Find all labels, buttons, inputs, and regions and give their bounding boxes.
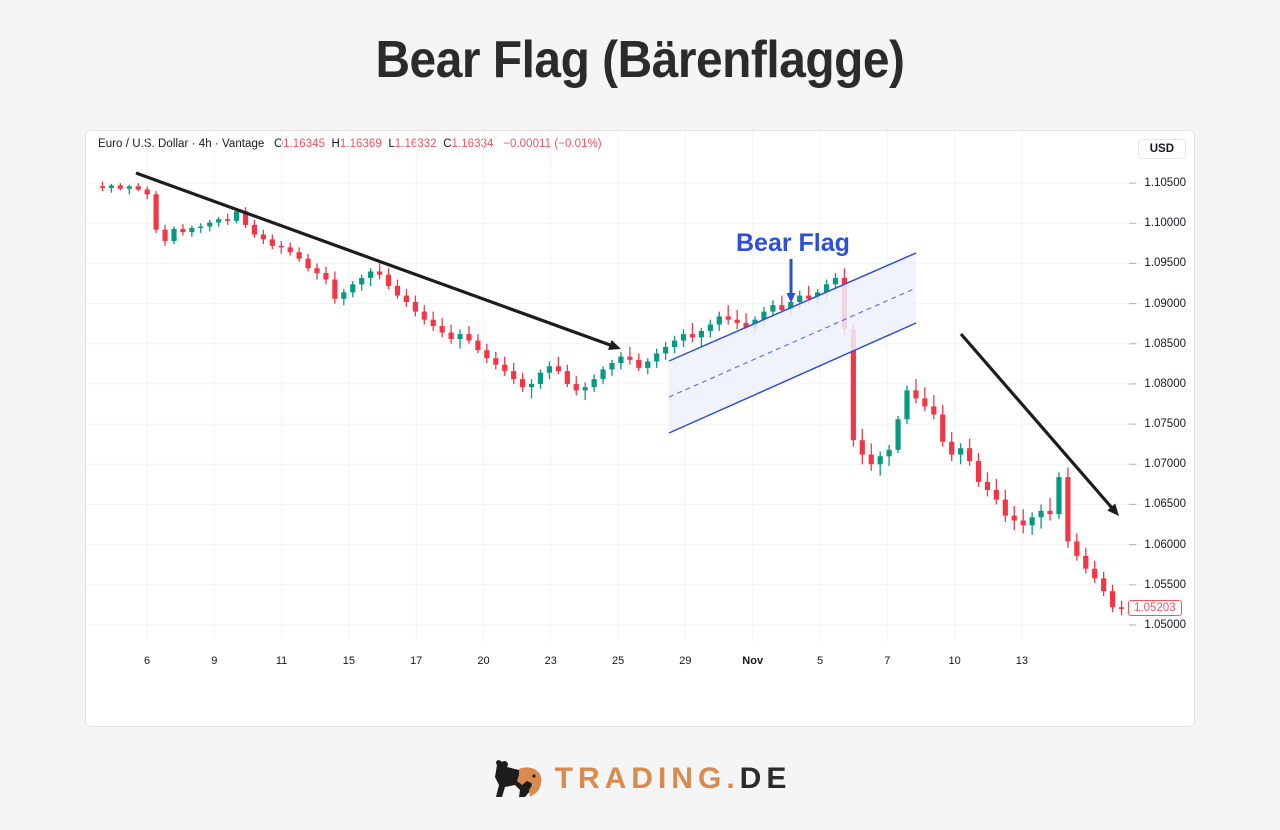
legend-close-value: 1.16334: [451, 138, 494, 150]
price-axis-tick: 1.07000: [1144, 458, 1186, 471]
time-axis-tick: 9: [211, 655, 218, 667]
page-title: Bear Flag (Bärenflagge): [375, 31, 905, 89]
legend-open-value: 1.16345: [283, 138, 326, 150]
time-axis-tick: Nov: [742, 655, 764, 667]
time-axis-tick: 17: [410, 655, 423, 667]
price-axis-tick: 1.08500: [1144, 337, 1186, 350]
price-axis-tick: 1.06000: [1144, 538, 1186, 551]
bear-flag-annotation-label: Bear Flag: [736, 229, 850, 257]
price-axis-tick: 1.08000: [1144, 377, 1186, 390]
price-axis-tick: 1.10000: [1144, 217, 1186, 230]
site-logo[interactable]: TRADING.DE: [0, 757, 1280, 801]
price-axis-tick: 1.05000: [1144, 618, 1186, 631]
time-axis-tick: 23: [544, 655, 557, 667]
time-axis-tick: 11: [275, 655, 288, 667]
legend-high-key: H: [331, 138, 340, 150]
time-axis-tick: 13: [1015, 655, 1029, 667]
brand-secondary: DE: [739, 762, 792, 795]
price-axis-tick: 1.09500: [1144, 257, 1186, 270]
time-axis-tick: 29: [679, 655, 692, 667]
legend-low-key: L: [388, 138, 395, 150]
brand-primary: TRADING: [554, 762, 727, 795]
price-axis-tick: 1.06500: [1144, 498, 1186, 511]
time-axis-tick: 15: [342, 655, 356, 667]
brand-wordmark: TRADING.DE: [555, 762, 792, 796]
time-axis-tick: 6: [143, 655, 151, 667]
time-axis-tick: 5: [816, 655, 824, 667]
time-axis-tick: 20: [477, 655, 490, 667]
bull-logo-icon: [494, 760, 542, 797]
time-axis-tick: 25: [611, 655, 625, 667]
chart-legend: Euro / U.S. Dollar · 4h · Vantage O1.163…: [98, 138, 602, 150]
legend-symbol: Euro / U.S. Dollar · 4h · Vantage: [98, 138, 265, 150]
last-price-badge: 1.05203: [1128, 599, 1182, 616]
price-axis-tick: 1.05500: [1144, 578, 1186, 591]
candlestick-plot: [86, 131, 1141, 641]
price-axis-tick: 1.10500: [1144, 177, 1186, 190]
time-axis-tick: 10: [948, 655, 961, 667]
price-axis-tick: 1.07500: [1144, 418, 1186, 431]
price-axis-tick: 1.09000: [1144, 297, 1186, 310]
brand-dot: .: [726, 762, 740, 795]
legend-open-key: O: [274, 138, 284, 150]
legend-close-key: C: [443, 138, 452, 150]
legend-change: −0.00011 (−0.01%): [503, 138, 602, 150]
time-axis-tick: 7: [884, 655, 891, 667]
legend-high-value: 1.16369: [339, 138, 382, 150]
chart-panel: Euro / U.S. Dollar · 4h · Vantage O1.163…: [85, 130, 1195, 727]
currency-badge[interactable]: USD: [1137, 139, 1186, 159]
